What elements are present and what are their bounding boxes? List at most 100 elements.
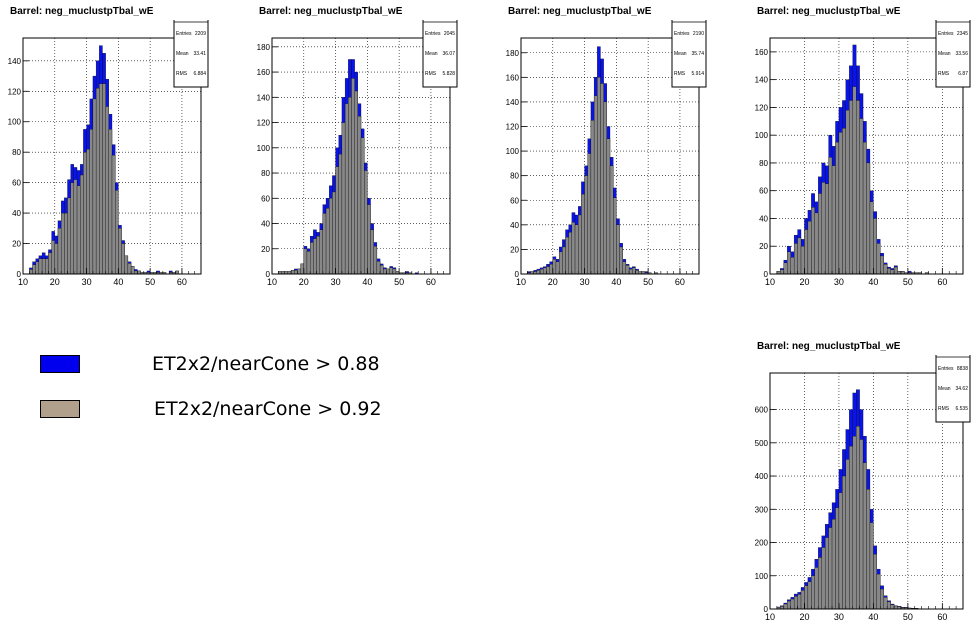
bar-gray: [76, 185, 81, 275]
bar-gray: [373, 246, 378, 275]
y-tick-label: 80: [261, 169, 270, 178]
bar-gray: [313, 238, 317, 275]
y-tick-label: 140: [755, 76, 769, 85]
stats-entries-label: Entries: [938, 31, 954, 37]
legend-swatch-blue: [40, 355, 80, 373]
bar-gray: [86, 148, 90, 275]
x-tick-label: 30: [580, 277, 590, 287]
y-tick-label: 120: [506, 123, 520, 132]
y-tick-label: 100: [257, 144, 271, 153]
y-tick-label: 140: [257, 93, 271, 102]
bar-gray: [83, 152, 87, 275]
series-gray: [527, 77, 658, 275]
bar-gray: [574, 224, 579, 275]
bar-gray: [876, 243, 881, 275]
bar-gray: [54, 243, 59, 275]
y-tick-label: 400: [755, 472, 769, 481]
bar-gray: [32, 264, 36, 275]
bar-gray: [866, 489, 871, 610]
legend-label-gray: ET2x2/nearCone > 0.92: [154, 398, 382, 420]
bar-gray: [64, 212, 68, 275]
stats-rms-value: 6.87: [958, 71, 968, 77]
bar-gray: [859, 118, 864, 275]
y-tick-label: 20: [261, 245, 270, 254]
bar-gray: [831, 165, 836, 275]
bar-gray: [873, 218, 877, 275]
bar-gray: [856, 426, 860, 610]
bar-gray: [367, 204, 371, 275]
histogram-panel: Barrel: neg_muclustpTbal_wE 10 20 30 40 50 60 0…: [504, 6, 709, 301]
bar-gray: [73, 179, 78, 275]
bar-gray: [842, 475, 846, 610]
bar-gray: [552, 259, 557, 275]
x-tick-label: 20: [799, 612, 809, 622]
y-tick-label: 40: [261, 220, 270, 229]
y-tick-label: 100: [8, 118, 22, 127]
bar-gray: [102, 83, 106, 275]
bar-gray: [35, 261, 40, 275]
y-tick-label: 40: [510, 221, 519, 230]
y-tick-label: 140: [506, 98, 520, 107]
stats-box: neg_muclustpTbal_wEEntries2190Mean35.74R…: [671, 20, 707, 88]
x-tick-label: 60: [675, 277, 685, 287]
bar-gray: [316, 235, 320, 275]
stats-box-frame: [935, 20, 971, 88]
x-tick-label: 50: [145, 277, 155, 287]
stats-mean-value: 33.41: [193, 51, 206, 57]
legend-label-blue: ET2x2/nearCone > 0.88: [152, 353, 380, 375]
bar-gray: [790, 257, 795, 275]
bar-gray: [780, 269, 784, 275]
bar-gray: [869, 201, 874, 275]
bar-gray: [45, 258, 49, 275]
bar-gray: [48, 252, 52, 275]
bar-gray: [835, 507, 840, 610]
stats-entries-label: Entries: [938, 366, 954, 372]
bar-gray: [818, 557, 822, 610]
stats-mean-label: Mean: [674, 51, 687, 57]
bar-gray: [603, 101, 607, 275]
bar-gray: [306, 251, 311, 275]
stats-entries-value: 2190: [693, 31, 704, 37]
x-tick-label: 50: [643, 277, 653, 287]
stats-entries-value: 2209: [195, 31, 206, 37]
bar-gray: [821, 547, 826, 610]
bar-gray: [862, 462, 867, 610]
bar-gray: [811, 575, 815, 610]
x-tick-label: 10: [18, 277, 28, 287]
bar-gray: [883, 264, 888, 275]
x-tick-label: 20: [50, 277, 60, 287]
bar-gray: [793, 596, 798, 610]
bar-gray: [357, 116, 362, 275]
bar-gray: [597, 77, 601, 275]
panel-title: Barrel: neg_muclustpTbal_wE: [508, 6, 652, 17]
bar-gray: [859, 439, 864, 610]
x-tick-label: 40: [868, 277, 878, 287]
bar-gray: [887, 268, 891, 275]
bar-gray: [578, 214, 582, 275]
bar-gray: [297, 268, 301, 275]
stats-entries-label: Entries: [176, 31, 192, 37]
bar-gray: [869, 522, 874, 610]
y-tick-label: 180: [257, 43, 271, 52]
bar-gray: [536, 270, 541, 275]
stats-mean-label: Mean: [938, 386, 951, 392]
bar-gray: [622, 261, 627, 275]
stats-mean-value: 36.07: [442, 51, 455, 57]
bar-gray: [866, 162, 871, 275]
y-tick-label: 20: [12, 240, 21, 249]
stats-rms-value: 6.884: [193, 71, 206, 77]
bar-gray: [95, 88, 100, 275]
bar-gray: [338, 153, 343, 275]
bar-gray: [549, 264, 553, 275]
y-tick-label: 60: [261, 194, 270, 203]
bar-gray: [562, 246, 566, 275]
bar-gray: [890, 269, 895, 275]
stats-box-frame: [671, 20, 707, 88]
y-tick-label: 500: [755, 439, 769, 448]
bar-gray: [849, 100, 853, 275]
legend-item-blue: ET2x2/nearCone > 0.88: [40, 353, 380, 375]
panel-title: Barrel: neg_muclustpTbal_wE: [10, 6, 154, 17]
stats-box: neg_muclustpTbal_wEEntries8838Mean34.62R…: [935, 355, 971, 423]
y-tick-label: 100: [755, 572, 769, 581]
bar-gray: [831, 519, 836, 610]
